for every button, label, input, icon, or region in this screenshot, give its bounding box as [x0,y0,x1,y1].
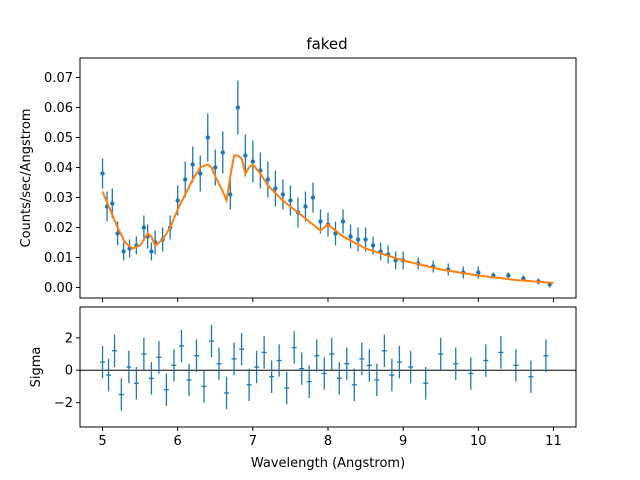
residual-xtick-label-6: 11 [545,434,562,449]
residual-xtick-label-4: 9 [399,434,407,449]
spectrum-point-14 [183,177,188,182]
spectrum-model-line [101,154,554,284]
spectrum-point-30 [303,204,308,209]
chart-title: faked [306,35,347,53]
spectrum-ytick-label-2: 0.02 [44,221,73,236]
spectrum-point-16 [198,171,203,176]
spectrum-point-9 [149,249,154,254]
spectrum-point-28 [288,198,293,203]
residual-xtick-label-3: 8 [324,434,332,449]
spectrum-point-20 [228,192,233,197]
spectrum-ytick-label-4: 0.04 [44,161,73,176]
residual-ytick-label-1: 0 [65,364,73,379]
residual-ytick-label-2: 2 [65,331,73,346]
spectrum-point-37 [355,237,361,242]
residual-ylabel: Sigma [29,347,44,388]
spectrum-ytick-label-3: 0.03 [44,191,73,206]
residual-xtick-label-2: 7 [249,434,257,449]
spectrum-point-18 [213,165,218,170]
spectrum-point-48 [476,270,481,275]
residual-panel: 5 6 7 8 9 10 11 −2 0 2 Sigma Wavelength (Angstrom… [29,306,577,471]
spectrum-panel: 0.00 0.01 0.02 0.03 0.04 0.05 0.06 0.07 Counts/… [19,57,577,302]
spectrum-point-32 [318,219,323,224]
spectrum-point-2 [110,201,115,206]
residual-xtick-label-1: 6 [174,434,182,449]
spectrum-point-3 [115,231,120,236]
spectrum-ytick-label-6: 0.06 [44,101,73,116]
spectrum-point-36 [348,234,353,239]
spectrum-point-26 [273,186,278,191]
spectrum-point-39 [370,243,376,248]
spectrum-point-35 [340,219,346,224]
spectrum-ytick-label-7: 0.07 [44,71,73,86]
spectrum-point-27 [280,192,286,197]
spectrum-point-21 [235,105,241,110]
spectrum-point-13 [175,198,180,203]
spectrum-point-17 [205,135,210,140]
spectrum-point-38 [363,237,368,242]
spectrum-ticks: 0.00 0.01 0.02 0.03 0.04 0.05 0.06 0.07 [44,71,554,302]
residual-xtick-label-0: 5 [98,434,106,449]
spectrum-series [100,80,554,288]
spectrum-point-23 [250,159,256,164]
spectrum-point-22 [243,153,248,158]
spectrum-ytick-label-0: 0.00 [44,281,73,296]
spectrum-point-31 [310,195,316,200]
spectrum-point-25 [265,177,271,182]
residual-xtick-label-5: 10 [470,434,487,449]
residual-ytick-label-0: −2 [54,396,73,411]
spectrum-point-4 [121,249,126,254]
spectrum-ytick-label-5: 0.05 [44,131,73,146]
residual-ticks: 5 6 7 8 9 10 11 −2 0 2 [54,331,562,449]
spectrum-ytick-label-1: 0.01 [44,251,73,266]
residual-xlabel: Wavelength (Angstrom) [251,456,405,471]
spectrum-point-7 [141,225,147,230]
spectrum-point-50 [506,273,511,278]
spectrum-ylabel: Counts/sec/Angstrom [19,109,34,248]
residual-series [80,324,576,411]
spectrum-point-15 [190,162,195,167]
spectrum-point-0 [100,171,105,176]
spectrum-point-19 [220,150,225,155]
